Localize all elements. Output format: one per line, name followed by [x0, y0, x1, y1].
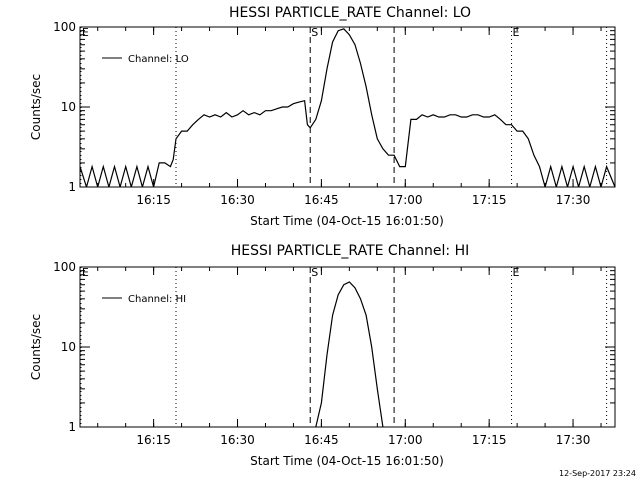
lo-marker-label: S — [311, 26, 318, 39]
hi-plot-frame — [79, 266, 616, 428]
lo-y-tick-label: 1 — [68, 180, 76, 194]
lo-chart-title: HESSI PARTICLE_RATE Channel: LO — [229, 5, 471, 21]
hi-y-tick-label: 100 — [53, 260, 76, 274]
lo-channel-panel: HESSI PARTICLE_RATE Channel: LO Counts/s… — [29, 5, 616, 228]
lo-x-tick-label: 17:30 — [556, 193, 591, 207]
lo-x-tick-label: 17:15 — [472, 193, 507, 207]
hi-channel-panel: HESSI PARTICLE_RATE Channel: HI Counts/s… — [29, 243, 616, 468]
lo-x-tick-label: 16:15 — [136, 193, 171, 207]
hi-x-tick-label: 17:30 — [556, 433, 591, 447]
hi-y-axis-label: Counts/sec — [29, 314, 43, 380]
hi-x-tick-label: 17:00 — [388, 433, 423, 447]
lo-y-tick-label: 100 — [53, 20, 76, 34]
hi-chart-title: HESSI PARTICLE_RATE Channel: HI — [231, 243, 469, 259]
hi-y-tick-label: 1 — [68, 420, 76, 434]
hi-legend-label: Channel: HI — [128, 294, 186, 305]
lo-x-tick-label: 16:45 — [304, 193, 339, 207]
footer-timestamp: 12-Sep-2017 23:24 — [559, 469, 636, 478]
hi-x-tick-label: 16:45 — [304, 433, 339, 447]
hi-x-tick-label: 17:15 — [472, 433, 507, 447]
lo-x-tick-label: 16:30 — [220, 193, 255, 207]
lo-x-axis-label: Start Time (04-Oct-15 16:01:50) — [250, 214, 444, 228]
hi-series-line — [315, 281, 384, 427]
hi-y-tick-label: 10 — [61, 340, 76, 354]
hi-marker-label: S — [311, 266, 318, 279]
hi-x-tick-label: 16:30 — [220, 433, 255, 447]
hi-x-tick-label: 16:15 — [136, 433, 171, 447]
lo-y-axis-label: Counts/sec — [29, 74, 43, 140]
hi-marker-label: E — [82, 266, 89, 279]
lo-marker-label: E — [513, 26, 520, 39]
lo-legend-label: Channel: LO — [128, 54, 189, 65]
lo-series-line — [80, 28, 615, 187]
hi-x-axis-label: Start Time (04-Oct-15 16:01:50) — [250, 454, 444, 468]
lo-x-tick-label: 17:00 — [388, 193, 423, 207]
hi-marker-label: E — [513, 266, 520, 279]
lo-marker-label: E — [82, 26, 89, 39]
lo-y-tick-label: 10 — [61, 100, 76, 114]
